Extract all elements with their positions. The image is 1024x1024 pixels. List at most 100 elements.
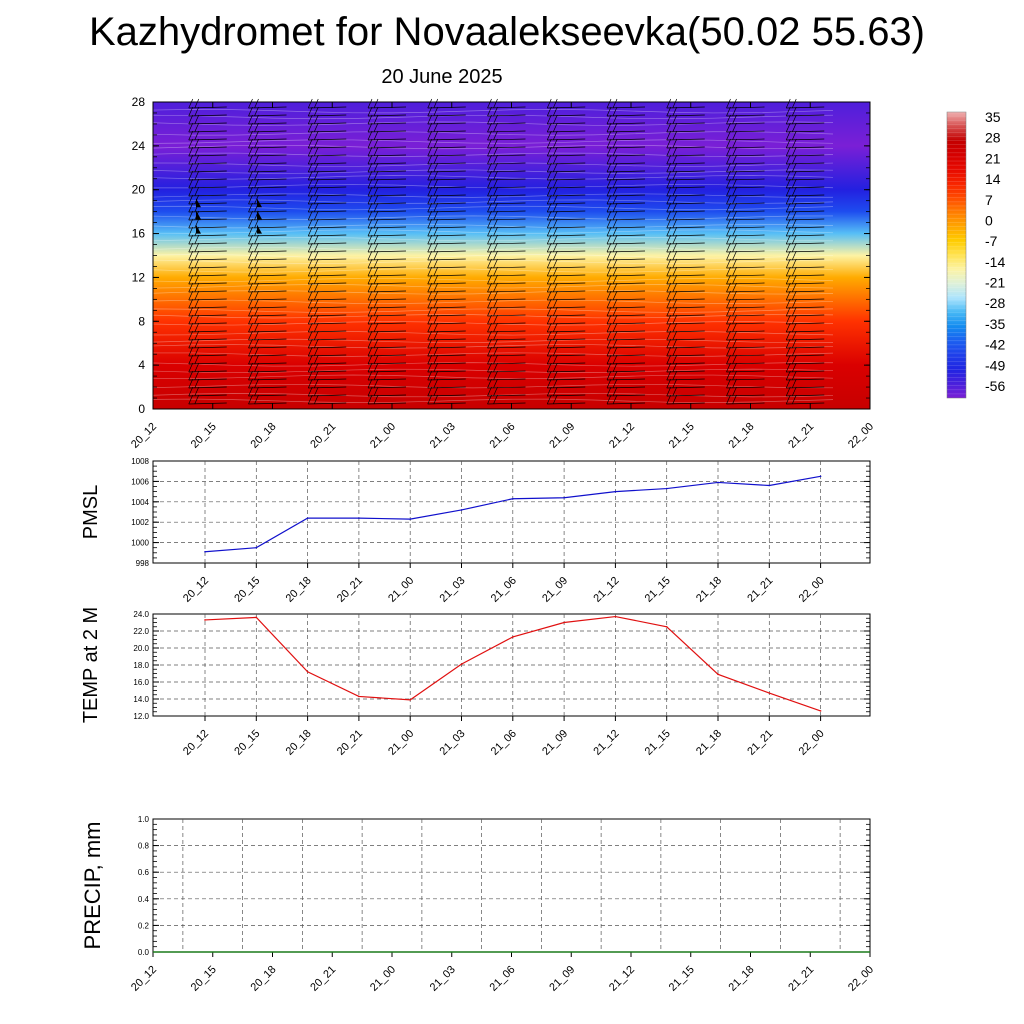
wind-barb-flag <box>732 362 737 373</box>
wind-barb-flag <box>188 162 194 173</box>
wind-barb-flag <box>726 226 731 237</box>
wind-barb-flag <box>427 122 433 133</box>
y-tick-label: 998 <box>136 559 150 568</box>
wind-barb-flag <box>666 218 672 229</box>
wind-barb-flag <box>307 322 313 333</box>
wind-barb-flag <box>606 114 612 125</box>
wind-barb-flag <box>493 338 498 349</box>
wind-barb-flag <box>552 298 558 309</box>
wind-barb-flag <box>666 258 672 269</box>
wind-barb-flag <box>254 266 259 277</box>
data-point <box>768 692 771 694</box>
wind-barb-flag <box>791 114 797 125</box>
wind-barb-flag <box>248 330 253 341</box>
wind-barb-flag <box>194 114 200 125</box>
wind-barb-flag <box>194 322 200 333</box>
wind-barb-flag <box>194 130 200 141</box>
wind-barb-flag <box>367 210 373 221</box>
wind-barb-flag <box>248 314 253 325</box>
y-tick-label: 12 <box>132 270 146 284</box>
wind-barb-flag <box>254 194 259 205</box>
wind-barb-flag <box>248 242 253 253</box>
contour-line <box>152 175 834 180</box>
wind-barb-flag <box>307 394 313 405</box>
wind-barb-flag <box>254 138 259 149</box>
wind-barb-flag <box>493 146 498 157</box>
contour-line <box>152 121 834 126</box>
wind-barb-flag <box>433 242 439 253</box>
wind-barb-flag <box>546 266 552 277</box>
wind-barb-flag <box>726 162 731 173</box>
x-tick-label: 21_12 <box>607 964 637 994</box>
wind-barb-flag <box>612 346 618 357</box>
wind-barb-flag <box>427 282 433 293</box>
wind-barb-flag <box>546 106 552 117</box>
wind-barb-flag <box>433 170 439 181</box>
wind-barb-flag <box>612 274 618 285</box>
wind-barb-flag <box>367 234 373 245</box>
wind-barb-flag <box>307 338 313 349</box>
wind-barb-flag <box>373 138 379 149</box>
wind-barb-flag <box>672 98 678 109</box>
wind-barb-flag <box>313 106 319 117</box>
wind-barb-flag <box>546 306 552 317</box>
wind-barb-flag <box>612 258 618 269</box>
wind-barb-flag <box>433 162 439 173</box>
x-tick-label: 20_15 <box>189 964 219 994</box>
wind-barb-flag <box>732 354 737 365</box>
wind-barb-flag <box>367 362 373 373</box>
colorbar-label: 14 <box>985 171 1001 187</box>
wind-barb-flag <box>427 314 433 325</box>
colorbar: 35 28 21 14 7 0 -7 -14 -21 -28 -35 -42 -49 -56 <box>946 109 1005 399</box>
x-tick-label: 21_00 <box>368 421 398 451</box>
contour-line <box>152 374 834 379</box>
wind-barb-flag <box>367 354 373 365</box>
data-point <box>460 509 463 511</box>
x-tick-label: 20_21 <box>308 421 338 451</box>
wind-barb-flag <box>726 130 731 141</box>
wind-barb-flag <box>606 122 612 133</box>
data-point <box>409 518 412 520</box>
wind-barb-flag <box>612 162 618 173</box>
wind-barb-flag <box>248 362 253 373</box>
wind-barb-flag <box>606 266 612 277</box>
contour-line <box>152 368 834 374</box>
data-point <box>204 550 206 553</box>
wind-barb-flag <box>188 378 194 389</box>
wind-barb-flag <box>307 178 313 189</box>
wind-barb-flag <box>791 322 797 333</box>
wind-barb-flag <box>732 346 737 357</box>
wind-barb-flag <box>487 210 492 221</box>
wind-barb-flag <box>785 226 791 237</box>
wind-barb-flag <box>254 234 259 245</box>
wind-barb-flag <box>732 210 737 221</box>
y-tick-label: 1008 <box>131 457 149 466</box>
wind-barb-flag <box>427 354 433 365</box>
wind-barb-flag <box>606 250 612 261</box>
contour-line <box>152 314 834 319</box>
wind-barb-flag <box>313 218 319 229</box>
wind-barb-flag <box>373 314 379 325</box>
wind-barb-flag <box>367 394 373 405</box>
wind-barb-flag <box>248 178 253 189</box>
wind-barb-flag <box>726 170 731 181</box>
wind-barb-flag <box>791 106 797 117</box>
wind-barb-flag <box>493 386 498 397</box>
wind-barb-flag <box>606 394 612 405</box>
wind-barb-flag <box>194 234 200 245</box>
wind-barb-flag <box>367 186 373 197</box>
wind-barb-flag <box>313 170 319 181</box>
contour-line <box>152 246 834 252</box>
wind-barb-flag <box>732 370 737 381</box>
wind-barb-flag <box>367 274 373 285</box>
wind-barb-flag <box>546 218 552 229</box>
wind-barb-flag <box>785 266 791 277</box>
wind-barb-flag <box>313 346 319 357</box>
wind-barb-flag <box>612 282 618 293</box>
wind-barb-flag <box>726 266 731 277</box>
wind-barb-flag <box>194 290 200 301</box>
wind-barb-flag <box>612 98 618 109</box>
wind-barb-flag <box>487 258 492 269</box>
wind-barb-flag <box>367 138 373 149</box>
x-tick-label: 21_00 <box>368 964 398 994</box>
